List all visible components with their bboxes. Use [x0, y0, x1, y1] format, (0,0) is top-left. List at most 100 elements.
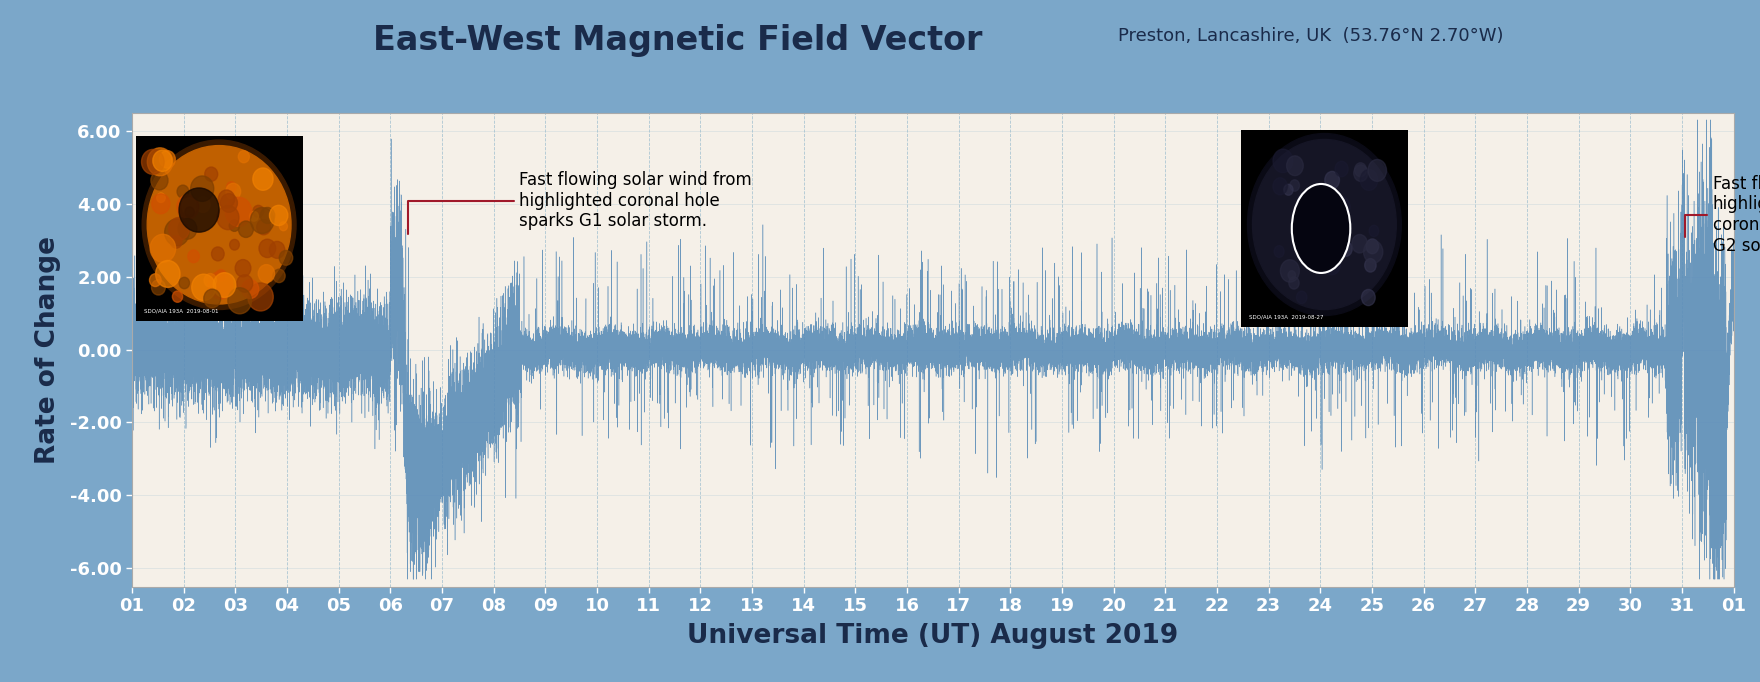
Circle shape: [208, 271, 232, 299]
Circle shape: [180, 278, 190, 288]
Circle shape: [213, 273, 236, 297]
Circle shape: [269, 241, 285, 258]
Circle shape: [204, 167, 218, 181]
Circle shape: [1308, 191, 1316, 200]
Circle shape: [1288, 271, 1295, 280]
Circle shape: [253, 168, 273, 190]
Circle shape: [1343, 231, 1350, 241]
Circle shape: [1274, 246, 1285, 257]
Circle shape: [257, 220, 271, 235]
Circle shape: [241, 280, 259, 299]
Circle shape: [1272, 178, 1287, 195]
Circle shape: [253, 205, 264, 218]
Circle shape: [1325, 171, 1339, 189]
Circle shape: [259, 239, 276, 258]
Circle shape: [225, 183, 241, 200]
Text: SDO/AIA 193A  2019-08-01: SDO/AIA 193A 2019-08-01: [144, 308, 218, 313]
Circle shape: [143, 140, 296, 310]
Circle shape: [227, 181, 236, 192]
Circle shape: [176, 195, 199, 219]
Circle shape: [1336, 161, 1348, 177]
Circle shape: [1281, 260, 1299, 282]
Text: Preston, Lancashire, UK  (53.76°N 2.70°W): Preston, Lancashire, UK (53.76°N 2.70°W): [1118, 27, 1503, 45]
Circle shape: [169, 218, 190, 240]
Circle shape: [151, 171, 167, 190]
Circle shape: [229, 220, 239, 231]
Circle shape: [1355, 163, 1366, 177]
Circle shape: [1297, 291, 1308, 303]
Circle shape: [250, 207, 275, 233]
Circle shape: [1287, 156, 1304, 175]
Circle shape: [204, 273, 216, 287]
Circle shape: [1324, 254, 1341, 275]
Circle shape: [192, 274, 216, 301]
Circle shape: [211, 247, 224, 261]
Circle shape: [150, 235, 176, 263]
Circle shape: [1362, 289, 1375, 306]
Circle shape: [1364, 241, 1383, 263]
Circle shape: [150, 273, 162, 286]
Ellipse shape: [1294, 186, 1348, 271]
Circle shape: [151, 280, 165, 295]
Text: SDO/AIA 193A  2019-08-27: SDO/AIA 193A 2019-08-27: [1250, 314, 1324, 319]
Circle shape: [1253, 139, 1396, 310]
Circle shape: [185, 207, 194, 218]
Circle shape: [1297, 192, 1315, 213]
Circle shape: [204, 289, 220, 308]
Circle shape: [1352, 235, 1368, 253]
Circle shape: [178, 185, 188, 198]
Circle shape: [269, 205, 289, 226]
Circle shape: [1360, 170, 1378, 190]
Circle shape: [157, 193, 165, 203]
Text: Fast flowing solar wind from
highlighted
coronal hole sparks G1 -
G2 solar storm: Fast flowing solar wind from highlighted…: [1684, 175, 1760, 255]
Circle shape: [151, 194, 171, 213]
Circle shape: [1329, 219, 1343, 237]
Circle shape: [148, 145, 290, 304]
Circle shape: [1364, 258, 1376, 272]
Circle shape: [160, 151, 176, 168]
Circle shape: [260, 207, 275, 224]
Circle shape: [141, 149, 164, 175]
Text: East-West Magnetic Field Vector: East-West Magnetic Field Vector: [373, 24, 982, 57]
Circle shape: [153, 150, 172, 171]
Circle shape: [225, 197, 252, 226]
Circle shape: [172, 291, 183, 302]
Circle shape: [1248, 134, 1401, 316]
Circle shape: [218, 190, 234, 208]
Circle shape: [1368, 160, 1387, 181]
Circle shape: [248, 283, 273, 311]
Circle shape: [238, 275, 253, 292]
Circle shape: [227, 288, 252, 314]
Circle shape: [1369, 225, 1378, 237]
Circle shape: [273, 269, 285, 282]
Text: Fast flowing solar wind from
highlighted coronal hole
sparks G1 solar storm.: Fast flowing solar wind from highlighted…: [408, 171, 752, 234]
Circle shape: [229, 239, 239, 250]
Circle shape: [1339, 241, 1352, 256]
Circle shape: [216, 269, 227, 281]
Circle shape: [259, 265, 275, 282]
Circle shape: [238, 221, 253, 237]
Circle shape: [1272, 149, 1294, 173]
Circle shape: [165, 219, 188, 246]
Y-axis label: Rate of Change: Rate of Change: [35, 235, 62, 464]
X-axis label: Universal Time (UT) August 2019: Universal Time (UT) August 2019: [686, 623, 1179, 649]
Circle shape: [1283, 184, 1294, 195]
Circle shape: [1290, 180, 1299, 191]
Circle shape: [190, 176, 213, 201]
Circle shape: [195, 197, 209, 212]
Circle shape: [220, 194, 238, 212]
Circle shape: [238, 151, 250, 163]
Circle shape: [250, 211, 259, 221]
Circle shape: [188, 250, 199, 263]
Circle shape: [280, 250, 292, 265]
Circle shape: [155, 261, 180, 287]
Circle shape: [171, 235, 181, 248]
Circle shape: [1308, 213, 1325, 233]
Circle shape: [180, 188, 218, 232]
Circle shape: [236, 260, 252, 277]
Circle shape: [216, 205, 239, 230]
Circle shape: [1366, 239, 1378, 254]
Circle shape: [178, 218, 197, 239]
Circle shape: [1288, 277, 1299, 289]
Circle shape: [1353, 165, 1368, 181]
